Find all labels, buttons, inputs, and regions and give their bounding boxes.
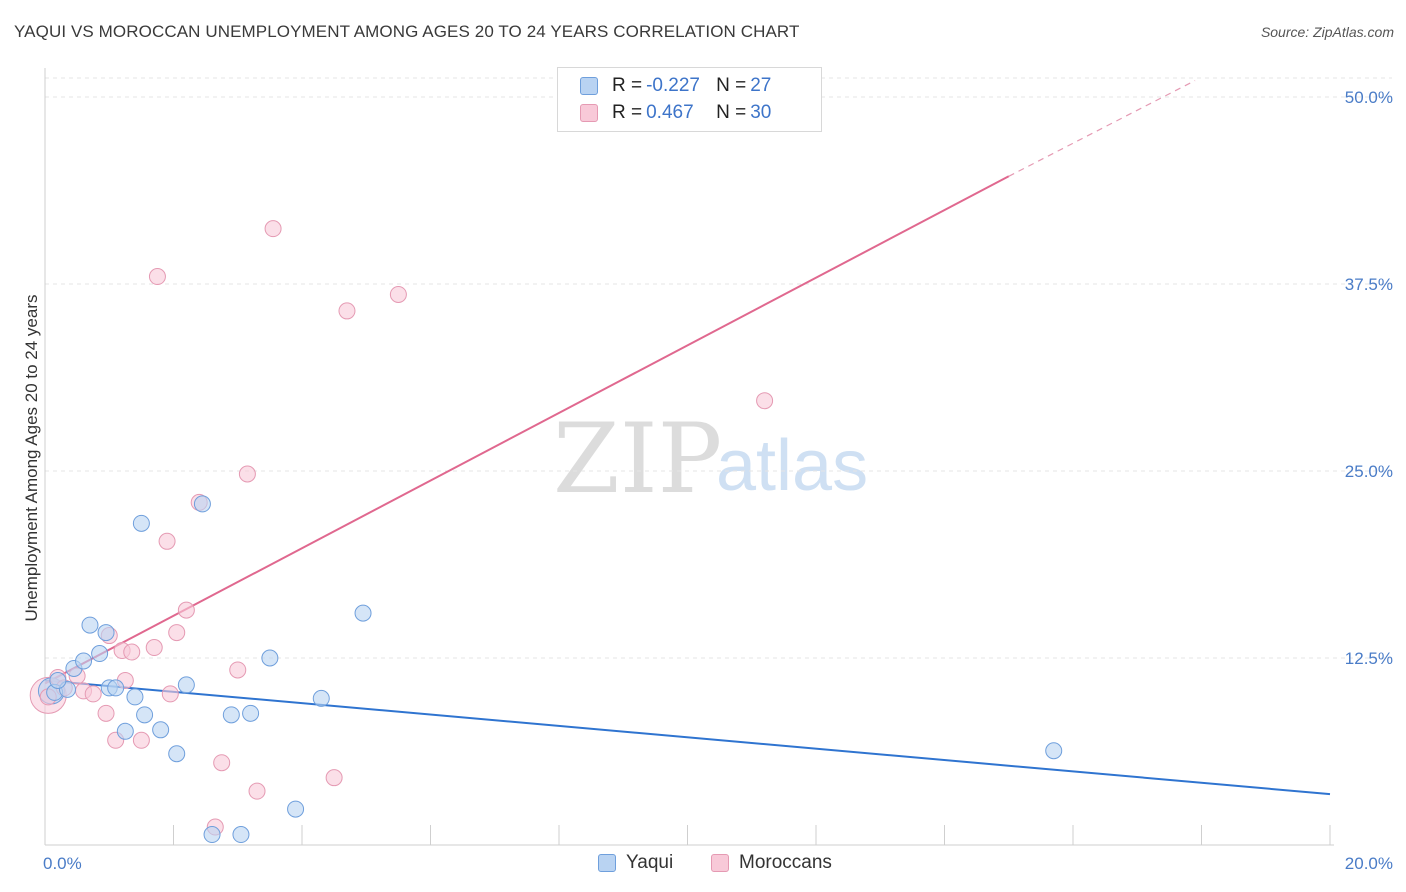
moroccan-trend-extension: [1008, 80, 1196, 177]
yaqui-point: [97, 624, 115, 642]
moroccan-swatch: [711, 854, 729, 872]
moroccan-trend-line: [44, 175, 1010, 685]
yaqui-point: [136, 706, 154, 724]
tick-labels: 12.5% 25.0% 37.5% 50.0% 0.0% 20.0%: [43, 88, 1393, 873]
moroccan-point: [97, 704, 115, 722]
moroccan-point: [158, 532, 176, 550]
moroccan-point: [229, 661, 247, 679]
moroccan-point: [238, 465, 256, 483]
x-tick-label: 20.0%: [1345, 854, 1393, 873]
yaqui-point: [1045, 742, 1063, 760]
moroccan-swatch: [580, 104, 598, 122]
moroccan-point: [145, 639, 163, 657]
r-label: R =: [612, 102, 643, 123]
yaqui-point: [287, 800, 305, 818]
y-axis-title: Unemployment Among Ages 20 to 24 years: [22, 295, 41, 622]
yaqui-point: [91, 645, 109, 663]
yaqui-trend-line: [44, 679, 1331, 796]
yaqui-swatch: [580, 77, 598, 95]
n-label: N =: [716, 75, 747, 96]
y-tick-label: 50.0%: [1345, 88, 1393, 107]
legend-row-moroccans: R = 0.467 N = 30: [580, 101, 771, 125]
yaqui-point: [126, 688, 144, 706]
yaqui-point: [222, 706, 240, 724]
legend-item-moroccans[interactable]: Moroccans: [711, 852, 832, 874]
n-value: 30: [750, 102, 772, 123]
moroccan-point: [161, 685, 179, 703]
moroccan-point: [177, 601, 195, 619]
yaqui-point: [116, 722, 134, 740]
yaqui-point: [132, 514, 150, 532]
yaqui-point: [203, 826, 221, 844]
correlation-legend: R = -0.227 N = 27 R = 0.467 N = 30: [557, 67, 822, 132]
legend-row-yaqui: R = -0.227 N = 27: [580, 74, 771, 98]
r-value: -0.227: [646, 75, 700, 96]
r-label: R =: [612, 75, 643, 96]
x-tick-label: 0.0%: [43, 854, 82, 873]
axes: [44, 68, 1334, 846]
data-points: [29, 220, 1063, 844]
moroccan-point: [325, 769, 343, 787]
y-tick-label: 37.5%: [1345, 275, 1393, 294]
watermark: ZIP atlas: [553, 403, 868, 515]
y-tick-label: 12.5%: [1345, 649, 1393, 668]
moroccan-point: [389, 285, 407, 303]
moroccan-point: [264, 220, 282, 238]
yaqui-point: [232, 826, 250, 844]
r-value: 0.467: [646, 102, 694, 123]
n-label: N =: [716, 102, 747, 123]
watermark-zip: ZIP: [553, 403, 722, 515]
moroccan-point: [84, 685, 102, 703]
yaqui-point: [177, 676, 195, 694]
moroccan-point: [132, 731, 150, 749]
moroccan-point: [338, 302, 356, 320]
yaqui-point: [354, 604, 372, 622]
moroccan-point: [168, 624, 186, 642]
yaqui-point: [193, 495, 211, 513]
source-credit: Source: ZipAtlas.com: [1260, 24, 1394, 40]
yaqui-swatch: [598, 854, 616, 872]
y-tick-label: 25.0%: [1345, 462, 1393, 481]
yaqui-point: [312, 689, 330, 707]
moroccan-point: [123, 643, 141, 661]
yaqui-point: [261, 649, 279, 667]
yaqui-point: [242, 704, 260, 722]
trend-lines: [44, 80, 1331, 796]
moroccan-point: [248, 782, 266, 800]
legend-label-moroccans: Moroccans: [739, 852, 832, 873]
legend-label-yaqui: Yaqui: [626, 852, 674, 873]
yaqui-point: [152, 721, 170, 739]
moroccan-point: [756, 392, 774, 410]
n-value: 27: [750, 75, 772, 96]
moroccan-point: [213, 754, 231, 772]
yaqui-point: [75, 652, 93, 670]
yaqui-point: [81, 616, 99, 634]
gridlines: [45, 77, 1392, 659]
yaqui-point: [168, 745, 186, 763]
moroccan-point: [148, 268, 166, 286]
yaqui-point: [107, 679, 125, 697]
chart-title: YAQUI VS MOROCCAN UNEMPLOYMENT AMONG AGE…: [14, 22, 800, 41]
legend-item-yaqui[interactable]: Yaqui: [598, 852, 673, 874]
watermark-atlas: atlas: [716, 426, 868, 506]
yaqui-point: [49, 671, 67, 689]
